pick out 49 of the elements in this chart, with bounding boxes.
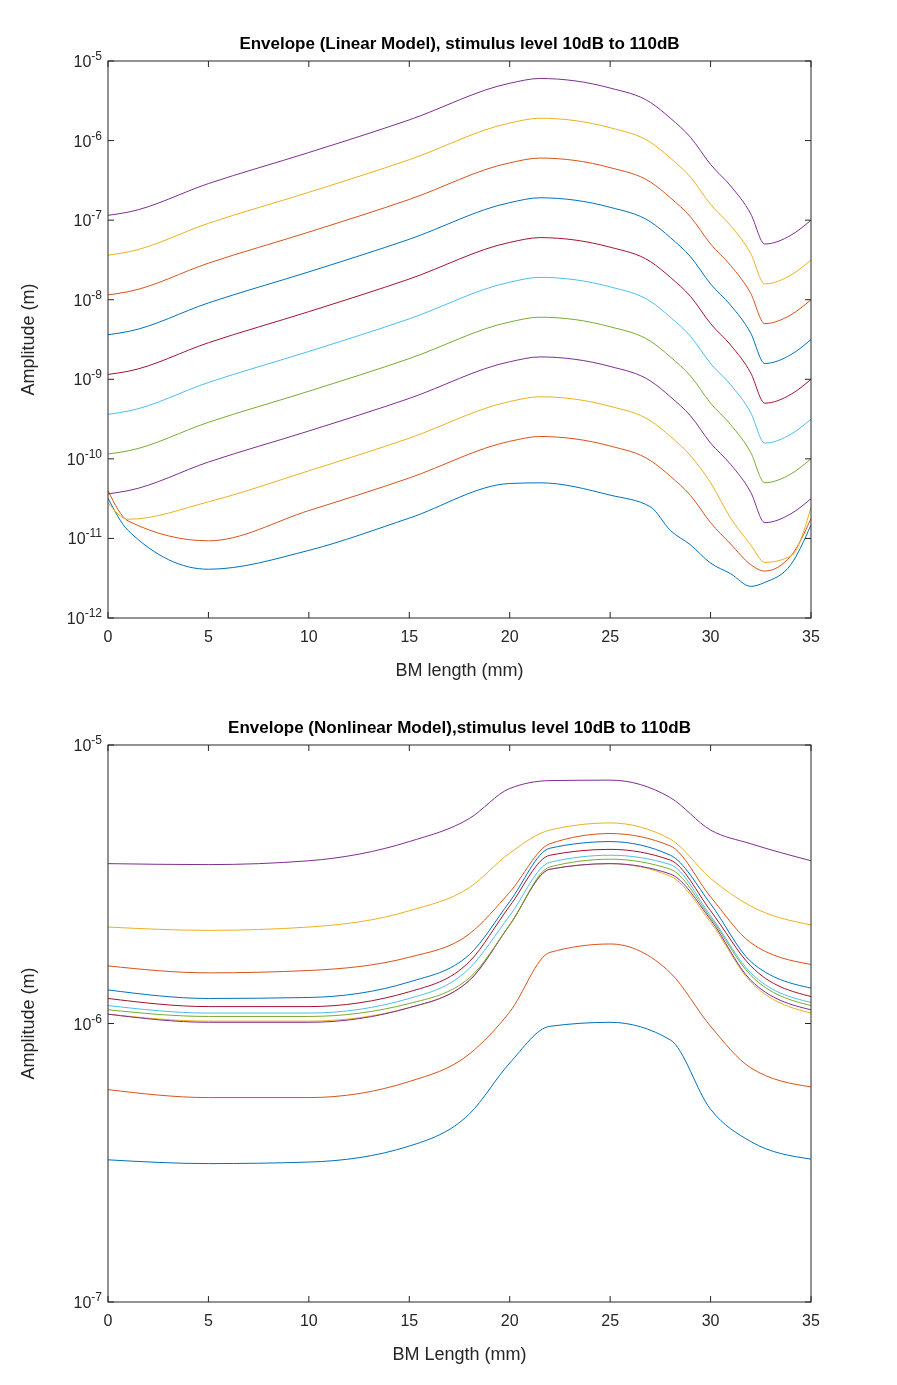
x-tick-label: 0 xyxy=(103,628,113,645)
x-tick-label: 0 xyxy=(103,1312,113,1329)
y-tick-label: 10$^{-7}$ xyxy=(73,208,103,230)
line-series xyxy=(108,197,811,364)
x-tick-label: 35 xyxy=(802,628,820,645)
x-tick-label: 25 xyxy=(601,1312,620,1329)
y-tick-label: 10$^{-11}$ xyxy=(67,526,103,548)
x-tick-label: 20 xyxy=(500,628,519,645)
x-tick-label: 30 xyxy=(701,1312,720,1329)
x-tick-label: 30 xyxy=(701,628,720,645)
line-series xyxy=(108,316,811,484)
line-series xyxy=(108,1021,811,1165)
line-series xyxy=(108,117,811,285)
x-tick-label: 35 xyxy=(802,1312,820,1329)
chart-title: Envelope (Nonlinear Model),stimulus level 10dB to 110dB xyxy=(228,718,691,737)
line-series xyxy=(108,237,811,404)
line-series xyxy=(108,77,811,245)
x-tick-label: 20 xyxy=(500,1312,519,1329)
line-series xyxy=(108,833,811,974)
y-tick-label: 10$^{-6}$ xyxy=(73,128,103,150)
x-tick-label: 5 xyxy=(203,1312,213,1329)
line-series xyxy=(108,779,811,866)
y-tick-label: 10$^{-7}$ xyxy=(73,1290,103,1311)
y-axis-title: Amplitude (m) xyxy=(18,967,38,1080)
line-series xyxy=(108,276,811,444)
y-axis-title: Amplitude (m) xyxy=(18,283,38,396)
line-series xyxy=(108,396,811,563)
chart-title: Envelope (Linear Model), stimulus level 10dB to 110dB xyxy=(239,34,680,53)
x-tick-label: 5 xyxy=(203,628,213,645)
y-tick-label: 10$^{-8}$ xyxy=(73,287,103,309)
line-series xyxy=(108,157,811,325)
line-series xyxy=(108,822,811,931)
line-series xyxy=(108,482,811,587)
x-tick-label: 25 xyxy=(601,628,620,645)
y-tick-label: 10$^{-12}$ xyxy=(66,606,103,627)
y-tick-label: 10$^{-6}$ xyxy=(73,1011,103,1033)
x-tick-label: 10 xyxy=(299,628,318,645)
y-tick-label: 10$^{-5}$ xyxy=(73,733,103,754)
x-axis-title: BM length (mm) xyxy=(395,660,524,680)
x-axis-title: BM Length (mm) xyxy=(392,1344,527,1364)
x-tick-label: 15 xyxy=(400,628,419,645)
x-tick-label: 15 xyxy=(400,1312,419,1329)
y-tick-label: 10$^{-9}$ xyxy=(73,367,103,389)
line-series xyxy=(108,356,811,524)
x-tick-label: 10 xyxy=(299,1312,318,1329)
y-tick-label: 10$^{-5}$ xyxy=(73,49,103,70)
line-series xyxy=(108,943,811,1099)
y-tick-label: 10$^{-10}$ xyxy=(66,446,103,468)
line-series xyxy=(108,436,811,572)
